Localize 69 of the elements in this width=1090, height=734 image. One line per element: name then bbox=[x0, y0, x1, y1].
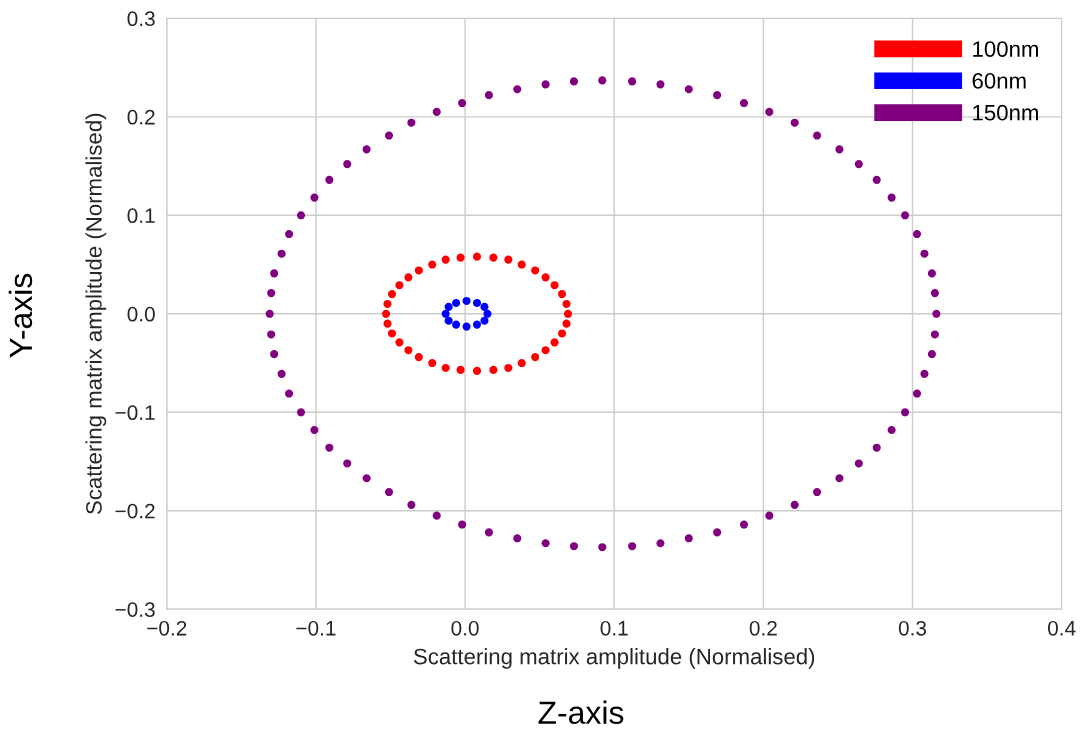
x-tick-label: −0.2 bbox=[147, 620, 187, 636]
text: Z-axis bbox=[538, 700, 624, 725]
point bbox=[562, 299, 571, 308]
point bbox=[541, 346, 550, 355]
point bbox=[428, 358, 437, 368]
x-tick-label: 0.0 bbox=[451, 620, 479, 636]
point bbox=[452, 298, 461, 307]
point bbox=[557, 290, 567, 299]
point bbox=[444, 302, 453, 311]
x-tick-label: 0.4 bbox=[1047, 620, 1076, 636]
point bbox=[387, 329, 397, 338]
legend-label: 150nm bbox=[973, 104, 1038, 121]
x-axis-title: Scattering matrix amplitude (Normalised) bbox=[413, 648, 815, 669]
point bbox=[444, 316, 453, 325]
point bbox=[404, 273, 413, 282]
y-tick-label: 0.3 bbox=[127, 11, 155, 27]
point bbox=[414, 266, 423, 275]
point bbox=[441, 309, 450, 318]
legend-label: 100nm bbox=[973, 41, 1038, 57]
point bbox=[441, 255, 450, 264]
point bbox=[483, 309, 492, 318]
point bbox=[456, 365, 465, 374]
point bbox=[550, 338, 559, 347]
point bbox=[395, 281, 404, 290]
point bbox=[489, 253, 498, 262]
point bbox=[504, 363, 513, 372]
y-tick-label: 0.0 bbox=[127, 306, 155, 322]
point bbox=[517, 260, 526, 269]
point bbox=[541, 273, 550, 282]
point bbox=[472, 366, 482, 375]
point bbox=[387, 290, 397, 299]
point bbox=[381, 309, 391, 318]
point bbox=[472, 298, 482, 307]
point bbox=[480, 302, 489, 311]
point bbox=[414, 353, 423, 362]
point bbox=[472, 320, 482, 329]
point bbox=[557, 329, 567, 338]
point bbox=[504, 255, 513, 264]
point bbox=[452, 320, 461, 329]
point bbox=[563, 309, 573, 318]
point bbox=[462, 296, 471, 306]
point bbox=[531, 266, 540, 275]
y-tick-label: −0.1 bbox=[115, 405, 155, 421]
point bbox=[489, 365, 498, 374]
legend-label: 60nm bbox=[972, 72, 1026, 89]
point bbox=[462, 322, 471, 331]
y-tick-label: −0.3 bbox=[115, 602, 155, 617]
x-tick-label: 0.3 bbox=[898, 620, 927, 636]
point bbox=[395, 338, 404, 347]
point bbox=[550, 281, 559, 290]
text: Y-axis bbox=[8, 273, 33, 358]
point bbox=[562, 319, 571, 328]
point bbox=[428, 260, 437, 269]
point bbox=[383, 319, 392, 328]
x-tick-label: 0.1 bbox=[600, 620, 628, 636]
point bbox=[441, 363, 450, 372]
point bbox=[480, 316, 489, 325]
point bbox=[456, 253, 465, 262]
point bbox=[383, 299, 392, 308]
y-tick-label: 0.2 bbox=[127, 109, 155, 125]
point bbox=[472, 252, 482, 261]
y-tick-label: −0.2 bbox=[115, 503, 155, 519]
x-tick-label: −0.1 bbox=[296, 620, 336, 636]
y-tick-label: 0.1 bbox=[127, 208, 155, 224]
point bbox=[531, 353, 540, 362]
point bbox=[517, 358, 526, 368]
x-tick-label: 0.2 bbox=[749, 620, 777, 636]
y-axis-title: Scattering matrix amplitude (Normalised) bbox=[85, 113, 107, 515]
point bbox=[404, 346, 413, 355]
